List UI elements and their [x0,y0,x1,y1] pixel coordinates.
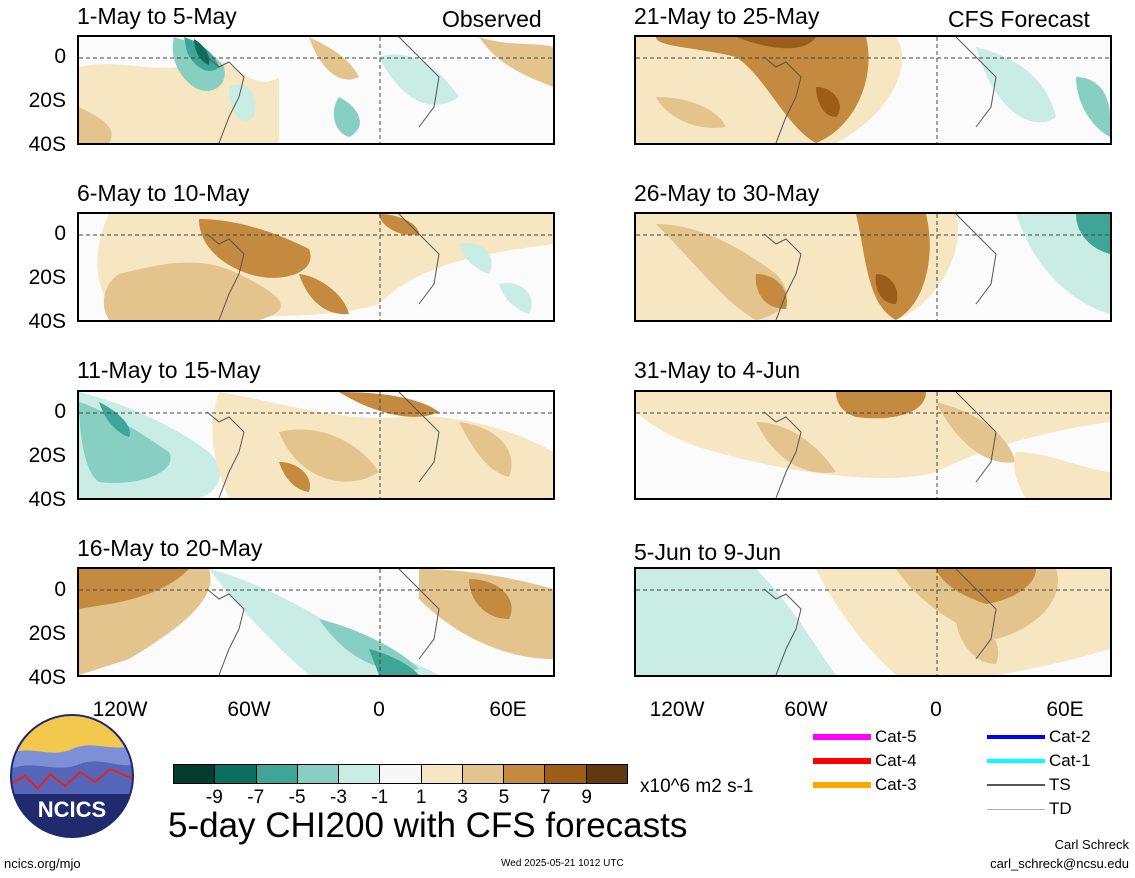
y-label-0-p3: 0 [54,400,66,423]
panel-title-right-2: 26-May to 30-May [634,180,820,206]
colorbar-tick-label: 5 [498,787,510,808]
y-label-0-p1: 0 [54,45,66,68]
panel-title-right-4: 5-Jun to 9-Jun [634,539,782,565]
legend-line [987,759,1045,763]
colorbar-swatch [544,765,586,783]
legend-item-cat-5: Cat-5 [813,727,917,747]
y-label-20s-p2: 20S [28,266,66,289]
legend-item-cat-2: Cat-2 [987,727,1091,747]
colorbar-swatch [503,765,545,783]
map-panel-right-2 [634,212,1112,322]
footer-url[interactable]: ncics.org/mjo [4,856,81,871]
colorbar-tick-label: -9 [205,787,223,808]
colorbar-swatch [585,765,627,783]
colorbar-swatch [214,765,256,783]
y-label-20s-p3: 20S [28,444,66,467]
legend-label: TD [1049,799,1072,818]
map-panel-left-2 [77,212,555,322]
legend-label: Cat-4 [875,751,917,770]
map-panel-left-4 [77,567,555,677]
map-panel-left-1 [77,35,555,145]
legend-label: TS [1049,775,1071,794]
x-label-60w-right: 60W [784,698,828,721]
y-label-0-p2: 0 [54,222,66,245]
y-label-40s-p3: 40S [28,488,66,511]
colorbar-tick-label: -7 [247,787,265,808]
ncics-logo: NCICS [10,714,134,838]
observed-label: Observed [442,6,542,32]
panel-title-left-2: 6-May to 10-May [77,180,250,206]
panel-title-left-1: 1-May to 5-May [77,3,237,29]
legend-line [987,784,1045,786]
colorbar-swatch [338,765,380,783]
legend-item-cat-3: Cat-3 [813,775,917,795]
logo-text: NCICS [38,797,106,822]
legend-label: Cat-2 [1049,727,1091,746]
y-label-40s-p1: 40S [28,133,66,156]
map-panel-right-1 [634,35,1112,145]
colorbar-tick-label: 3 [457,787,468,808]
map-panel-right-3 [634,390,1112,500]
colorbar-tick-label: 7 [539,787,551,808]
colorbar-units: x10^6 m2 s-1 [640,776,754,797]
x-label-0-right: 0 [930,698,942,721]
legend-label: Cat-3 [875,775,917,794]
y-label-20s-p1: 20S [28,89,66,112]
x-label-120w-left: 120W [92,698,148,721]
legend-line [987,808,1045,810]
legend-line [813,734,871,740]
x-label-0-left: 0 [373,698,385,721]
colorbar-swatch [174,765,215,783]
panel-title-left-4: 16-May to 20-May [77,535,263,561]
colorbar-swatch [461,765,504,783]
legend-item-cat-1: Cat-1 [987,751,1091,771]
y-label-0-p4: 0 [54,578,66,601]
panel-title-left-3: 11-May to 15-May [77,357,261,383]
x-label-60e-left: 60E [489,698,527,721]
colorbar-tick-label: -5 [288,787,306,808]
footer-author: Carl Schreck [1054,837,1129,852]
footer-email[interactable]: carl_schreck@ncsu.edu [990,856,1129,871]
colorbar-tick-label: -3 [330,787,347,808]
legend-line [813,782,871,788]
y-label-40s-p4: 40S [28,666,66,689]
x-label-60w-left: 60W [227,698,271,721]
colorbar-swatch [379,765,421,783]
panel-title-right-3: 31-May to 4-Jun [634,357,801,383]
footer-timestamp: Wed 2025-05-21 1012 UTC [501,858,624,869]
panel-title-right-1: 21-May to 25-May [634,3,820,29]
legend-item-cat-4: Cat-4 [813,751,917,771]
legend-item-ts: TS [987,775,1071,795]
x-label-120w-right: 120W [649,698,705,721]
legend-line [987,735,1045,739]
colorbar-tick-label: -1 [371,787,389,808]
colorbar-tick-label: 1 [415,787,427,808]
colorbar [173,764,628,784]
map-panel-left-3 [77,390,555,500]
legend-label: Cat-1 [1049,751,1091,770]
legend-label: Cat-5 [875,727,917,746]
colorbar-swatch [296,765,339,783]
legend-line [813,758,871,764]
colorbar-swatch [420,765,462,783]
main-title: 5-day CHI200 with CFS forecasts [168,806,688,845]
legend-item-td: TD [987,799,1072,819]
y-label-20s-p4: 20S [28,622,66,645]
colorbar-tick-label: 9 [581,787,592,808]
y-label-40s-p2: 40S [28,310,66,333]
colorbar-swatch [255,765,297,783]
cfs-forecast-label: CFS Forecast [948,6,1090,32]
x-label-60e-right: 60E [1046,698,1084,721]
map-panel-right-4 [634,567,1112,677]
